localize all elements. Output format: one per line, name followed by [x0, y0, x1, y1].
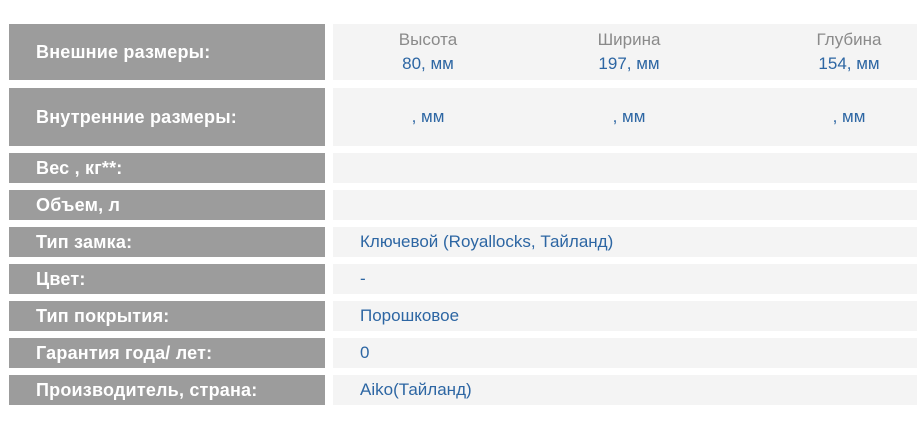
row-value-cell: 0 — [333, 338, 917, 368]
dim-col-depth: Глубина 154, мм — [817, 28, 882, 76]
spec-table: Внешние размеры: Высота 80, мм Ширина 19… — [9, 24, 917, 412]
row-label: Внешние размеры: — [9, 24, 325, 80]
row-value-cell: Aiko(Тайланд) — [333, 375, 917, 405]
row-value-cell — [333, 153, 917, 183]
row-outer-dimensions: Внешние размеры: Высота 80, мм Ширина 19… — [9, 24, 917, 80]
row-value-cell: - — [333, 264, 917, 294]
row-value-cell: , мм , мм , мм — [333, 88, 917, 146]
row-value-cell — [333, 190, 917, 220]
row-label: Цвет: — [9, 264, 325, 294]
dim-value-height: 80, мм — [402, 54, 454, 73]
row-color: Цвет: - — [9, 264, 917, 294]
row-volume: Объем, л — [9, 190, 917, 220]
dim-value-depth: 154, мм — [818, 54, 880, 73]
dim-value-depth: , мм — [832, 107, 866, 126]
row-value-cell: Порошковое — [333, 301, 917, 331]
dim-col-height: Высота 80, мм — [399, 28, 457, 76]
row-label: Внутренние размеры: — [9, 88, 325, 146]
row-inner-dimensions: Внутренние размеры: , мм , мм , мм — [9, 88, 917, 146]
row-weight: Вес , кг**: — [9, 153, 917, 183]
row-value-cell: Высота 80, мм Ширина 197, мм Глубина 154… — [333, 24, 917, 80]
row-label: Объем, л — [9, 190, 325, 220]
row-label: Вес , кг**: — [9, 153, 325, 183]
row-coating-type: Тип покрытия: Порошковое — [9, 301, 917, 331]
dim-col-depth: , мм — [833, 105, 866, 129]
dim-header-width: Ширина — [597, 30, 661, 49]
dim-col-height: , мм — [412, 105, 445, 129]
row-label: Тип покрытия: — [9, 301, 325, 331]
row-manufacturer: Производитель, страна: Aiko(Тайланд) — [9, 375, 917, 405]
row-label: Тип замка: — [9, 227, 325, 257]
dim-header-depth: Глубина — [816, 30, 882, 49]
dim-value-height: , мм — [411, 107, 445, 126]
row-value-cell: Ключевой (Royallocks, Тайланд) — [333, 227, 917, 257]
row-label: Производитель, страна: — [9, 375, 325, 405]
dim-col-width: , мм — [613, 105, 646, 129]
row-lock-type: Тип замка: Ключевой (Royallocks, Тайланд… — [9, 227, 917, 257]
row-warranty: Гарантия года/ лет: 0 — [9, 338, 917, 368]
row-label: Гарантия года/ лет: — [9, 338, 325, 368]
dim-header-height: Высота — [398, 30, 458, 49]
dim-value-width: , мм — [612, 107, 646, 126]
dim-col-width: Ширина 197, мм — [598, 28, 661, 76]
dim-value-width: 197, мм — [598, 54, 660, 73]
